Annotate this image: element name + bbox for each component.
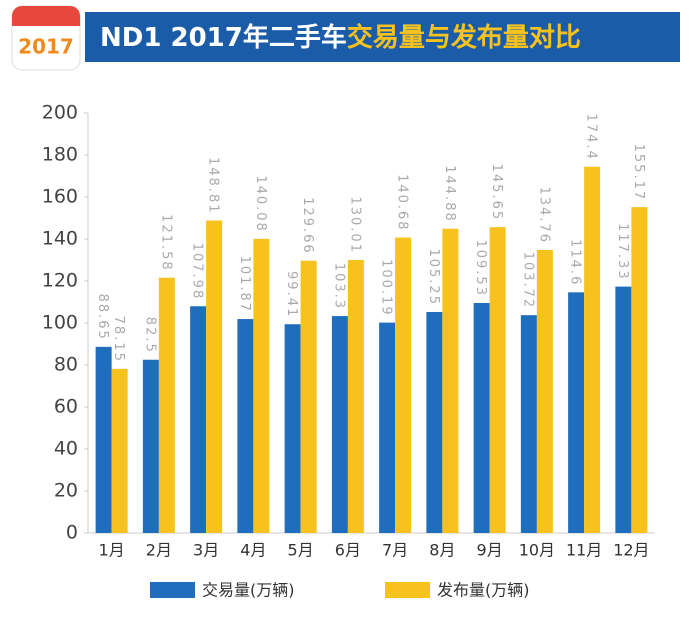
value-label: 78.15 — [111, 316, 126, 363]
value-label: 103.72 — [520, 252, 535, 310]
x-tick-label: 1月 — [99, 541, 125, 560]
x-tick-label: 7月 — [382, 541, 408, 560]
value-label: 145.65 — [489, 164, 504, 222]
bar — [520, 315, 537, 533]
bar — [158, 277, 175, 533]
calendar-top — [12, 6, 80, 26]
bar — [253, 238, 270, 533]
x-tick-label: 9月 — [477, 541, 503, 560]
value-label: 129.66 — [300, 197, 315, 255]
bar — [631, 207, 648, 533]
title-part: ND1 2017年二手车 — [100, 22, 347, 53]
y-tick-label: 120 — [42, 270, 78, 292]
legend-swatch — [385, 582, 430, 598]
value-label: 117.33 — [615, 223, 630, 281]
x-tick-label: 11月 — [566, 541, 602, 560]
y-tick-label: 0 — [66, 522, 78, 544]
x-tick-label: 2月 — [146, 541, 172, 560]
title-part: 交易量与发布量对比 — [347, 22, 581, 53]
chart-title: ND1 2017年二手车交易量与发布量对比 — [100, 22, 581, 53]
x-tick-label: 12月 — [613, 541, 649, 560]
y-tick-label: 200 — [42, 102, 78, 124]
value-label: 114.6 — [568, 239, 583, 286]
bar — [331, 316, 348, 533]
value-label: 140.08 — [253, 175, 268, 233]
title-banner — [85, 12, 680, 62]
y-tick-label: 80 — [54, 354, 78, 376]
bar — [190, 306, 207, 533]
x-tick-label: 5月 — [288, 541, 314, 560]
bar — [615, 286, 632, 533]
y-tick-label: 160 — [42, 186, 78, 208]
bar — [426, 311, 443, 533]
bar — [536, 250, 553, 533]
value-label: 155.17 — [631, 144, 646, 202]
value-label: 121.58 — [158, 214, 173, 272]
value-label: 109.53 — [473, 239, 488, 297]
x-tick-label: 6月 — [335, 541, 361, 560]
y-tick-label: 20 — [54, 480, 78, 502]
bar — [489, 227, 506, 533]
value-label: 100.19 — [379, 259, 394, 317]
x-tick-label: 3月 — [193, 541, 219, 560]
legend-label: 交易量(万辆) — [202, 581, 295, 600]
y-tick-label: 100 — [42, 312, 78, 334]
y-tick-label: 180 — [42, 144, 78, 166]
legend-label: 发布量(万辆) — [437, 581, 530, 600]
calendar-year: 2017 — [18, 35, 74, 59]
bar — [95, 346, 112, 533]
bar — [379, 322, 396, 533]
bar — [442, 228, 459, 533]
value-label: 174.4 — [584, 114, 599, 161]
bar — [584, 166, 601, 533]
value-label: 144.88 — [442, 165, 457, 223]
value-label: 140.68 — [395, 174, 410, 232]
bar — [111, 368, 128, 533]
value-label: 134.76 — [536, 187, 551, 245]
x-tick-label: 10月 — [519, 541, 555, 560]
value-label: 88.65 — [95, 294, 110, 341]
value-label: 107.98 — [190, 243, 205, 301]
bar — [568, 292, 585, 533]
y-tick-label: 60 — [54, 396, 78, 418]
value-label: 103.3 — [331, 263, 346, 310]
bar — [300, 260, 317, 533]
value-label: 101.87 — [237, 256, 252, 314]
bar — [237, 319, 254, 533]
bar — [142, 359, 159, 533]
value-label: 148.81 — [206, 157, 221, 215]
legend-swatch — [150, 582, 195, 598]
bar — [284, 324, 301, 533]
y-tick-label: 40 — [54, 438, 78, 460]
x-tick-label: 8月 — [429, 541, 455, 560]
value-label: 99.41 — [284, 271, 299, 318]
value-label: 105.25 — [426, 248, 441, 306]
value-label: 82.5 — [142, 317, 157, 354]
value-label: 130.01 — [347, 196, 362, 254]
bar — [473, 302, 490, 533]
bar — [395, 237, 412, 533]
y-tick-label: 140 — [42, 228, 78, 250]
bar — [206, 220, 223, 533]
bar — [347, 259, 364, 533]
x-tick-label: 4月 — [240, 541, 266, 560]
